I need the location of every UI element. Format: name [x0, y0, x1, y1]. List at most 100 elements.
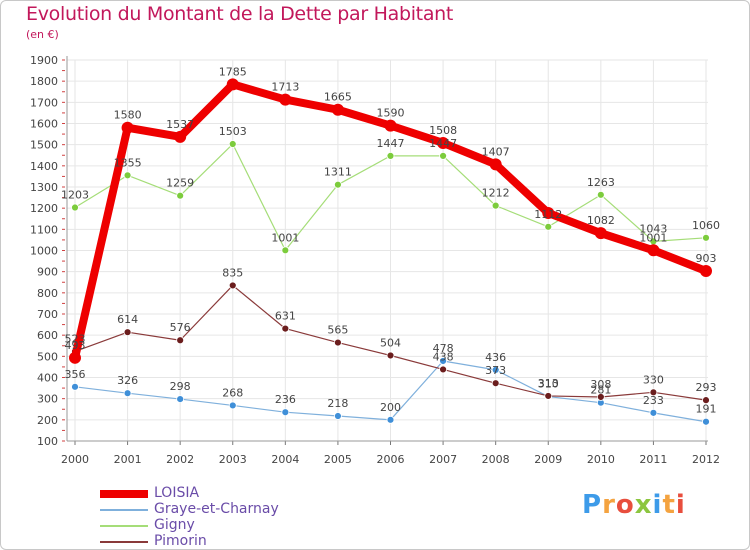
data-point [491, 201, 500, 210]
data-label: 1112 [534, 208, 562, 221]
x-tick-label: 2002 [166, 453, 194, 466]
data-point [228, 401, 237, 410]
data-point [123, 171, 132, 180]
data-point [702, 396, 710, 405]
logo-letter: x [634, 490, 653, 520]
data-point [439, 151, 447, 160]
x-tick-label: 2001 [114, 453, 142, 466]
y-tick-label: 200 [37, 414, 58, 427]
data-point [121, 121, 134, 134]
x-tick-label: 2000 [61, 453, 89, 466]
data-label: 576 [170, 321, 191, 334]
data-point [491, 365, 500, 374]
data-point [123, 328, 132, 337]
data-point [176, 191, 185, 200]
data-point [176, 336, 185, 345]
y-tick-label: 500 [37, 350, 58, 363]
data-point [489, 158, 502, 171]
data-label: 614 [117, 313, 138, 326]
legend-label: Graye-et-Charnay [154, 501, 279, 517]
data-label: 438 [433, 350, 454, 363]
data-point [596, 190, 605, 199]
data-point [439, 357, 447, 365]
x-tick-label: 2012 [692, 453, 720, 466]
y-tick-label: 600 [37, 329, 58, 342]
data-label: 293 [696, 381, 717, 394]
data-label: 565 [327, 324, 348, 337]
data-point [334, 338, 342, 347]
data-label: 310 [538, 378, 559, 391]
data-point [331, 103, 344, 116]
data-point [596, 393, 605, 401]
logo-letter: i [675, 490, 686, 520]
data-point [702, 233, 710, 242]
legend-swatch [100, 490, 148, 498]
x-tick-label: 2009 [534, 453, 562, 466]
data-point [544, 392, 553, 400]
data-label: 631 [275, 310, 296, 323]
y-tick-label: 300 [37, 393, 58, 406]
data-point [542, 207, 555, 220]
legend-swatch [100, 509, 148, 511]
y-tick-label: 1700 [30, 96, 58, 109]
data-point [281, 408, 290, 417]
data-point [594, 227, 607, 240]
x-tick-label: 2003 [219, 453, 247, 466]
y-tick-label: 800 [37, 287, 58, 300]
legend-swatch [100, 525, 148, 527]
data-point [700, 265, 712, 278]
legend-label: LOISIA [154, 485, 200, 501]
data-point [226, 78, 239, 91]
y-tick-label: 1900 [30, 54, 58, 67]
legend-swatch [100, 541, 148, 543]
data-label: 1407 [482, 145, 510, 158]
data-label: 268 [222, 386, 243, 399]
data-point [174, 130, 187, 143]
data-point [123, 389, 132, 398]
data-label: 504 [380, 336, 401, 349]
data-point [386, 351, 395, 360]
data-label: 233 [643, 394, 664, 407]
data-label: 200 [380, 401, 401, 414]
y-tick-label: 1300 [30, 181, 58, 194]
data-point [176, 395, 185, 403]
data-label: 1043 [639, 222, 667, 235]
data-point [281, 246, 290, 255]
x-tick-label: 2008 [482, 453, 510, 466]
chart-title: Evolution du Montant de la Dette par Hab… [26, 3, 454, 25]
data-point [228, 281, 237, 290]
x-tick-label: 2006 [377, 453, 405, 466]
data-label: 1259 [166, 177, 194, 190]
data-label: 1713 [271, 81, 299, 94]
data-point [228, 140, 237, 148]
data-label: 1447 [429, 137, 457, 150]
data-label: 1001 [639, 231, 667, 244]
data-point [281, 324, 290, 333]
x-tick-label: 2010 [587, 453, 615, 466]
data-label: 1311 [324, 166, 352, 179]
data-label: 1263 [587, 176, 615, 189]
logo-letter: o [615, 490, 635, 520]
data-point [702, 417, 710, 426]
data-label: 1001 [271, 231, 299, 244]
y-tick-label: 1600 [30, 118, 58, 131]
data-label: 1665 [324, 91, 352, 104]
logo-letter: i [652, 490, 663, 520]
y-tick-label: 1000 [30, 245, 58, 258]
data-label: 281 [590, 384, 611, 397]
y-tick-label: 1200 [30, 202, 58, 215]
data-label: 436 [485, 351, 506, 364]
data-label: 1212 [482, 187, 510, 200]
logo-letter: r [602, 490, 616, 520]
data-label: 835 [222, 266, 243, 279]
data-label: 1355 [114, 156, 142, 169]
data-label: 326 [117, 374, 138, 387]
data-label: 218 [327, 397, 348, 410]
data-label: 330 [643, 373, 664, 386]
data-point [334, 180, 342, 189]
data-label: 298 [170, 380, 191, 393]
data-label: 1590 [377, 107, 405, 120]
x-tick-label: 2011 [639, 453, 667, 466]
